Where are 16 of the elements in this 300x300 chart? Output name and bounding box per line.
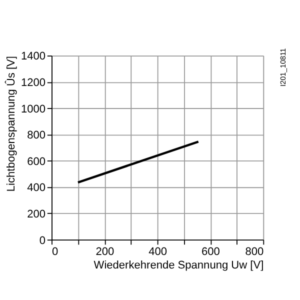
y-tick-label: 600 — [27, 156, 46, 168]
y-tick-label: 1400 — [21, 50, 46, 63]
y-tick-label: 0 — [39, 234, 46, 247]
y-tick-label: 1000 — [21, 103, 46, 116]
y-tick-label: 200 — [27, 208, 46, 220]
x-tick-label: 800 — [245, 246, 264, 258]
y-tick-label: 1200 — [21, 77, 46, 90]
y-tick-label: 400 — [27, 182, 46, 194]
y-axis-title: Lichtbogenspannung Ûs [V] — [4, 56, 18, 192]
text: I201_10811 — [278, 48, 288, 87]
x-tick-label: 200 — [96, 246, 114, 258]
x-tick-label: 600 — [202, 246, 220, 258]
y-tick-label: 800 — [27, 130, 46, 142]
x-tick-label: 400 — [148, 246, 168, 258]
x-tick-label: 0 — [52, 246, 58, 258]
x-axis-title: Wiederkehrende Spannung Uw [V] — [94, 260, 264, 272]
